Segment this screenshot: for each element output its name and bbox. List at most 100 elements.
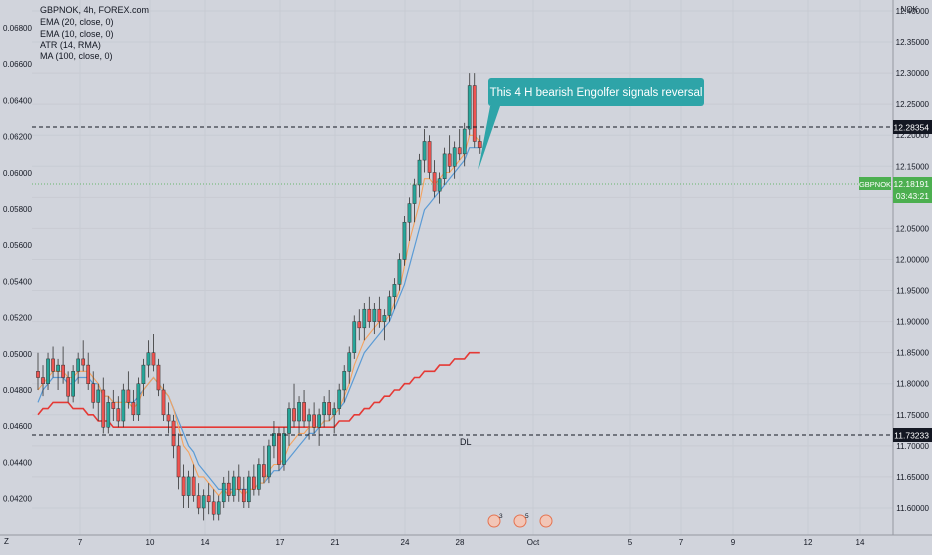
- annotation-callout[interactable]: This 4 H bearish Engolfer signals revers…: [478, 78, 704, 170]
- candle[interactable]: [392, 278, 397, 310]
- candle[interactable]: [71, 365, 75, 403]
- time-axis[interactable]: 7 10 14 17 21 24 28 Oct 5 7 9 12 14: [78, 538, 865, 547]
- candle[interactable]: [337, 383, 342, 415]
- candle[interactable]: [116, 396, 121, 428]
- ma100-line[interactable]: [37, 351, 480, 429]
- candle[interactable]: [226, 470, 231, 502]
- candle[interactable]: [101, 377, 106, 434]
- candle[interactable]: [171, 414, 176, 459]
- candle[interactable]: [126, 371, 131, 409]
- candle[interactable]: [236, 464, 241, 502]
- candle[interactable]: [322, 396, 326, 428]
- candle[interactable]: [191, 464, 196, 502]
- candle[interactable]: [252, 464, 256, 496]
- candle[interactable]: [362, 302, 367, 341]
- candle[interactable]: [287, 402, 291, 446]
- candle[interactable]: [51, 346, 55, 378]
- candle[interactable]: [141, 358, 146, 397]
- candle[interactable]: [307, 408, 311, 440]
- candle[interactable]: [186, 470, 191, 508]
- candle[interactable]: [131, 389, 136, 422]
- candle[interactable]: [136, 377, 141, 422]
- candle[interactable]: [377, 296, 382, 328]
- candle[interactable]: [372, 302, 377, 335]
- candle[interactable]: [437, 172, 442, 204]
- candle[interactable]: [151, 334, 156, 372]
- candle[interactable]: [231, 470, 236, 502]
- candle[interactable]: [432, 160, 437, 198]
- candle[interactable]: [422, 129, 427, 173]
- lower-level-tag[interactable]: 11.73233: [893, 428, 932, 442]
- candle[interactable]: [302, 389, 306, 428]
- candle[interactable]: [292, 383, 296, 428]
- candle[interactable]: [161, 383, 166, 422]
- upper-level-tag[interactable]: 12.28354: [893, 120, 932, 134]
- candle[interactable]: [111, 389, 116, 422]
- candle[interactable]: [121, 383, 126, 428]
- candle[interactable]: [81, 340, 86, 372]
- candle[interactable]: [36, 352, 40, 390]
- candle[interactable]: [347, 346, 352, 384]
- candle[interactable]: [196, 483, 201, 515]
- candle[interactable]: [267, 439, 271, 484]
- event-badge-1[interactable]: 3: [487, 513, 503, 528]
- candle[interactable]: [46, 352, 50, 390]
- candle[interactable]: [96, 383, 101, 422]
- candle[interactable]: [61, 346, 65, 384]
- candle[interactable]: [66, 371, 70, 403]
- current-price-tag[interactable]: GBPNOK 12.18191 03:43:21: [859, 177, 932, 203]
- candle[interactable]: [106, 396, 111, 434]
- candle[interactable]: [447, 135, 452, 173]
- candle[interactable]: [412, 178, 417, 223]
- candle[interactable]: [312, 402, 316, 434]
- candle[interactable]: [297, 396, 301, 434]
- candle[interactable]: [76, 352, 81, 384]
- candle[interactable]: [56, 358, 60, 390]
- candle[interactable]: [342, 365, 347, 403]
- candle[interactable]: [452, 141, 457, 179]
- candle[interactable]: [442, 147, 447, 185]
- candle[interactable]: [472, 73, 477, 148]
- candle[interactable]: [457, 129, 462, 161]
- candle[interactable]: [257, 458, 261, 496]
- candle[interactable]: [146, 340, 151, 378]
- candle[interactable]: [166, 402, 171, 434]
- candle[interactable]: [367, 296, 372, 328]
- event-badges[interactable]: 3 5: [487, 513, 553, 528]
- event-badge-3[interactable]: [539, 514, 553, 528]
- candle[interactable]: [277, 427, 281, 471]
- candle[interactable]: [272, 421, 276, 459]
- candle[interactable]: [282, 427, 286, 471]
- candle[interactable]: [467, 73, 472, 136]
- candle[interactable]: [397, 253, 402, 291]
- left-price-axis[interactable]: 0.06800 0.06600 0.06400 0.06200 0.06000 0.058…: [3, 24, 32, 504]
- candle[interactable]: [477, 135, 482, 154]
- candle[interactable]: [41, 365, 45, 397]
- candle[interactable]: [387, 290, 392, 322]
- candle[interactable]: [327, 389, 332, 422]
- candle[interactable]: [201, 489, 206, 521]
- candle[interactable]: [352, 315, 357, 359]
- candle[interactable]: [332, 402, 337, 434]
- candle[interactable]: [241, 476, 246, 508]
- candle[interactable]: [86, 352, 91, 390]
- candle[interactable]: [357, 309, 362, 341]
- candle[interactable]: [407, 197, 412, 241]
- candle[interactable]: [402, 216, 407, 266]
- candle[interactable]: [417, 153, 422, 198]
- candle[interactable]: [156, 358, 161, 397]
- candle[interactable]: [211, 489, 216, 521]
- candle[interactable]: [91, 371, 96, 409]
- candle[interactable]: [462, 122, 467, 167]
- candle[interactable]: [176, 433, 181, 490]
- candle[interactable]: [216, 495, 221, 521]
- event-badge-2[interactable]: 5: [513, 513, 529, 528]
- candle[interactable]: [317, 408, 321, 446]
- candle[interactable]: [181, 464, 186, 508]
- candle[interactable]: [262, 445, 266, 484]
- candle[interactable]: [221, 476, 226, 508]
- candle[interactable]: [382, 309, 387, 341]
- candle[interactable]: [246, 470, 251, 508]
- candle[interactable]: [206, 483, 211, 515]
